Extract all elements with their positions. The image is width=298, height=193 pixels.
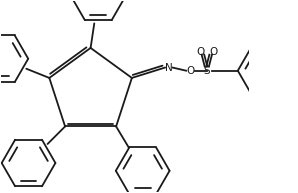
- Text: N: N: [165, 63, 173, 73]
- Text: S: S: [204, 66, 210, 76]
- Text: O: O: [209, 47, 218, 57]
- Text: O: O: [196, 47, 204, 57]
- Text: O: O: [187, 66, 195, 76]
